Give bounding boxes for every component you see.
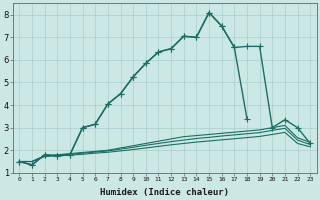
- X-axis label: Humidex (Indice chaleur): Humidex (Indice chaleur): [100, 188, 229, 197]
